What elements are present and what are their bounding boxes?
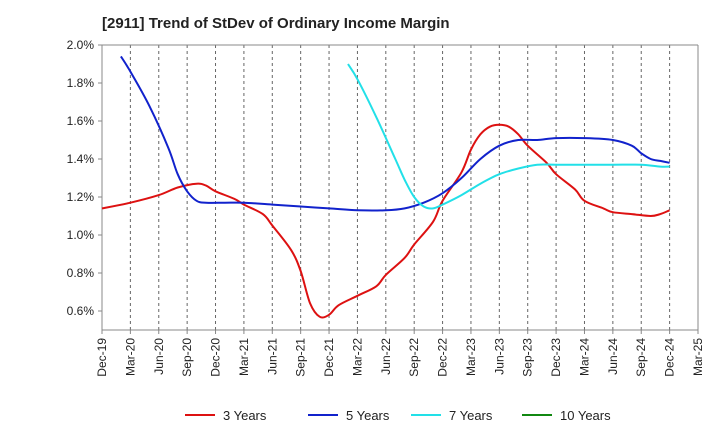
- series-line-5-years: [120, 55, 670, 212]
- x-tick-label: Sep-20: [180, 338, 194, 377]
- chart-title: [2911] Trend of StDev of Ordinary Income…: [102, 15, 450, 32]
- x-tick-label: Jun-22: [379, 338, 393, 375]
- x-tick-label: Dec-24: [663, 338, 677, 377]
- legend-label-7-years: 7 Years: [449, 408, 493, 423]
- x-tick-label: Dec-20: [209, 338, 223, 377]
- grid: [101, 45, 699, 330]
- x-tick-label: Jun-20: [152, 338, 166, 375]
- y-tick-label: 1.2%: [67, 190, 95, 204]
- x-tick-label: Sep-22: [407, 338, 421, 377]
- x-tick-label: Dec-23: [549, 338, 563, 377]
- x-tick-labels: Dec-19 Mar-20 Jun-20 Sep-20 Dec-20 Mar-21 Jun-…: [95, 338, 705, 377]
- x-tick-label: Mar-21: [237, 338, 251, 376]
- series-line-7-years: [347, 63, 670, 210]
- x-tick-label: Dec-21: [322, 338, 336, 377]
- y-tick-label: 1.4%: [67, 152, 95, 166]
- axes: [98, 44, 699, 334]
- y-tick-label: 1.8%: [67, 76, 95, 90]
- y-tick-label: 2.0%: [67, 38, 95, 52]
- y-tick-labels: 0.6% 0.8% 1.0% 1.2% 1.4% 1.6% 1.8% 2.0%: [67, 38, 95, 318]
- legend: 3 Years 5 Years 7 Years 10 Years: [185, 408, 611, 423]
- y-tick-label: 0.8%: [67, 266, 95, 280]
- x-tick-label: Mar-24: [577, 338, 591, 376]
- y-tick-label: 1.0%: [67, 228, 95, 242]
- legend-label-10-years: 10 Years: [560, 408, 611, 423]
- x-tick-label: Sep-23: [521, 338, 535, 377]
- x-tick-label: Jun-23: [492, 338, 506, 375]
- series-line-3-years: [101, 123, 670, 319]
- x-tick-label: Jun-21: [265, 338, 279, 375]
- x-tick-label: Dec-19: [95, 338, 109, 377]
- legend-label-3-years: 3 Years: [223, 408, 267, 423]
- x-tick-label: Jun-24: [606, 338, 620, 375]
- x-tick-label: Mar-25: [691, 338, 705, 376]
- x-tick-label: Dec-22: [436, 338, 450, 377]
- x-tick-label: Mar-23: [464, 338, 478, 376]
- y-tick-label: 0.6%: [67, 304, 95, 318]
- series-lines: [101, 55, 670, 319]
- legend-label-5-years: 5 Years: [346, 408, 390, 423]
- x-tick-label: Mar-22: [350, 338, 364, 376]
- x-tick-label: Sep-21: [294, 338, 308, 377]
- x-tick-label: Mar-20: [123, 338, 137, 376]
- x-tick-label: Sep-24: [634, 338, 648, 377]
- y-tick-label: 1.6%: [67, 114, 95, 128]
